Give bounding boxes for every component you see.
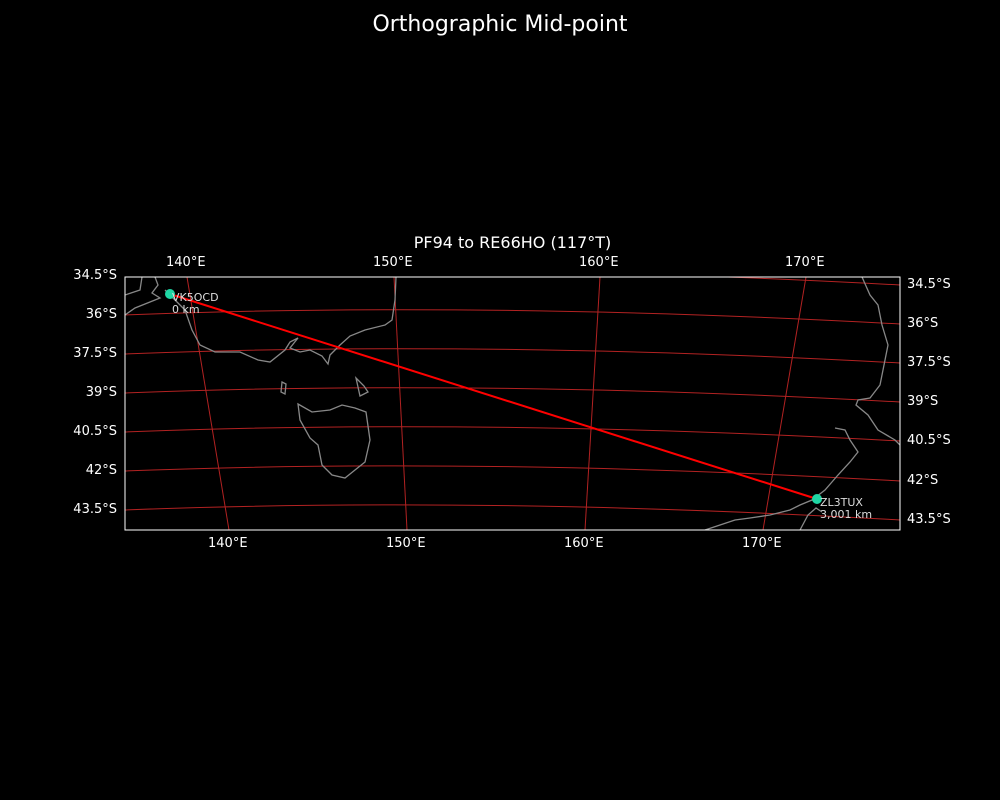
- left-lat-tick: 34.5°S: [73, 268, 117, 283]
- bottom-lon-tick: 160°E: [564, 536, 604, 551]
- left-lat-tick: 43.5°S: [73, 502, 117, 517]
- great-circle-path: [169, 293, 818, 500]
- parallel-43.5: [125, 504, 900, 521]
- top-lon-tick: 160°E: [579, 255, 619, 270]
- right-lat-tick: 34.5°S: [907, 277, 951, 292]
- meridian-140: [186, 277, 230, 530]
- meridian-150: [393, 277, 408, 530]
- meridian-160: [584, 277, 601, 530]
- bottom-lon-tick: 150°E: [386, 536, 426, 551]
- parallel-34.5: [713, 277, 900, 286]
- right-lat-tick: 37.5°S: [907, 355, 951, 370]
- left-lat-tick: 37.5°S: [73, 346, 117, 361]
- station-label-zl3tux: ZL3TUX 3,001 km: [820, 497, 872, 521]
- station-marker-vk5ocd[interactable]: [165, 289, 175, 299]
- top-lon-tick: 170°E: [785, 255, 825, 270]
- top-lon-tick: 140°E: [166, 255, 206, 270]
- right-lat-tick: 42°S: [907, 473, 939, 488]
- parallel-37.5: [125, 348, 900, 364]
- map-frame: [124, 276, 901, 531]
- parallel-42: [125, 465, 900, 482]
- station-marker-zl3tux[interactable]: [812, 494, 822, 504]
- station-call: VK5OCD: [172, 291, 219, 304]
- right-lat-tick: 39°S: [907, 394, 939, 409]
- bass-strait-islands: [280, 375, 369, 397]
- left-lat-tick: 36°S: [85, 307, 117, 322]
- left-lat-tick: 39°S: [85, 385, 117, 400]
- tasmania-coast: [297, 402, 371, 479]
- figure-title: Orthographic Mid-point: [372, 12, 628, 37]
- right-lat-tick: 40.5°S: [907, 433, 951, 448]
- station-call: ZL3TUX: [820, 496, 863, 509]
- map-subtitle: PF94 to RE66HO (117°T): [413, 233, 612, 252]
- station-distance: 3,001 km: [820, 508, 873, 521]
- parallel-39: [125, 387, 900, 403]
- top-lon-tick: 150°E: [373, 255, 413, 270]
- left-lat-tick: 40.5°S: [73, 424, 117, 439]
- coastlines: [125, 277, 900, 530]
- bottom-lon-tick: 170°E: [742, 536, 782, 551]
- left-lat-tick: 42°S: [85, 463, 117, 478]
- parallel-40.5: [125, 426, 900, 442]
- graticule: [125, 277, 900, 530]
- bottom-lon-tick: 140°E: [208, 536, 248, 551]
- station-label-vk5ocd: VK5OCD 0 km: [172, 292, 219, 316]
- right-lat-tick: 43.5°S: [907, 512, 951, 527]
- australia-coast: [125, 277, 397, 366]
- station-distance: 0 km: [172, 303, 200, 316]
- right-lat-tick: 36°S: [907, 316, 939, 331]
- new-zealand-coast: [704, 277, 900, 530]
